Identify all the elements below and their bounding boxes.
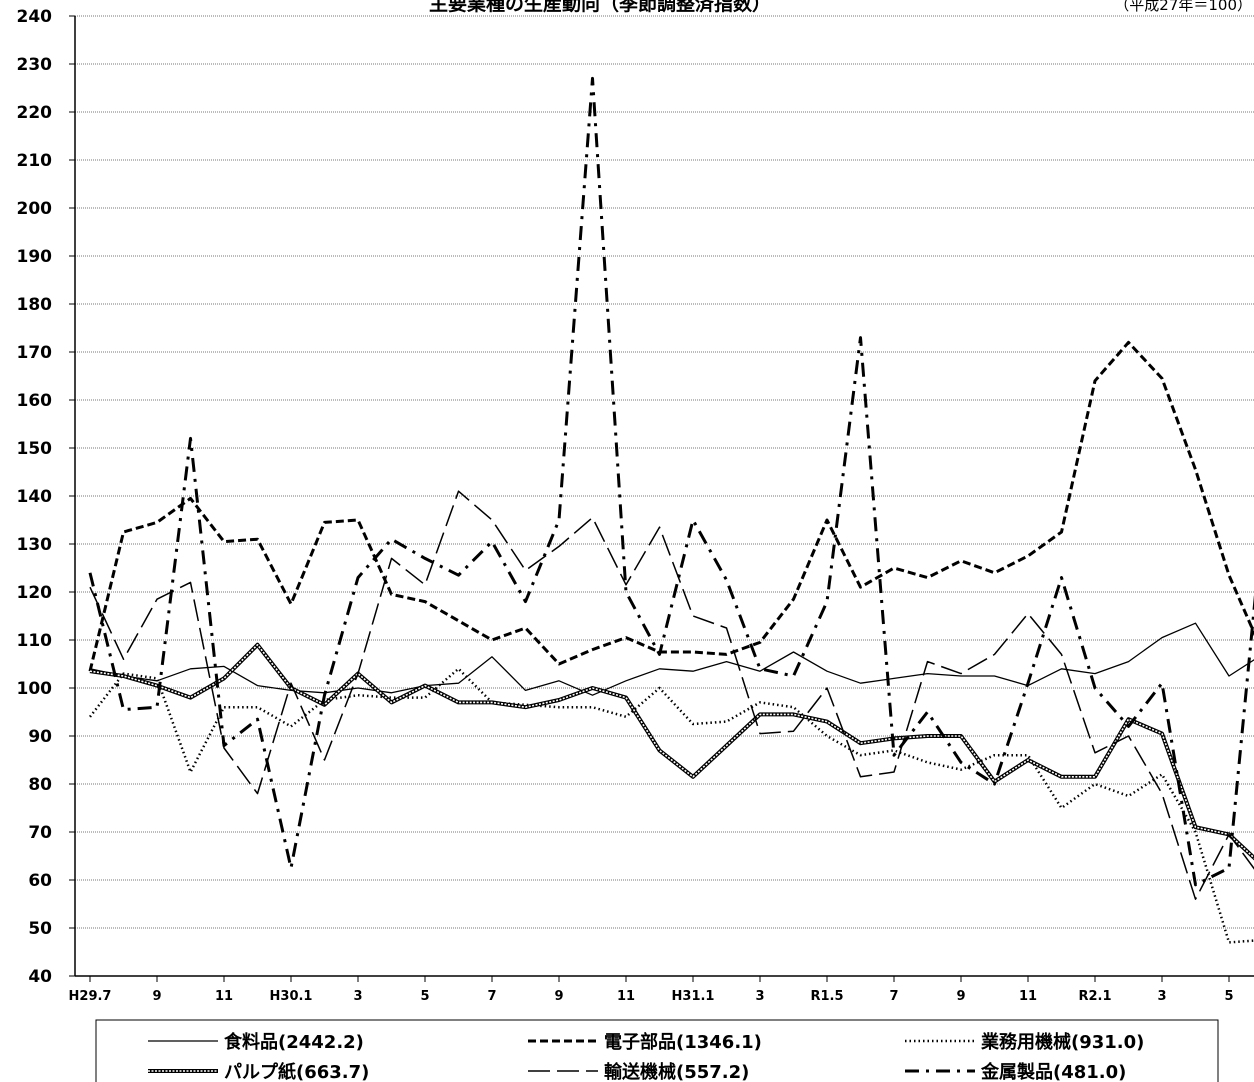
x-tick-label: R1.5 [810, 989, 843, 1004]
y-tick-label: 240 [17, 7, 53, 27]
y-tick-label: 230 [17, 55, 53, 75]
y-tick-label: 220 [17, 103, 53, 123]
y-tick-label: 60 [28, 871, 52, 891]
series-line [89, 667, 1254, 944]
x-tick-label: H31.1 [672, 989, 715, 1004]
x-tick-label: 9 [152, 989, 161, 1004]
y-tick-label: 180 [17, 295, 53, 315]
legend-label: パルプ紙(663.7) [224, 1061, 369, 1082]
y-tick-label: 70 [28, 823, 52, 843]
series-line [89, 490, 1254, 900]
y-tick-label: 100 [17, 679, 53, 699]
y-tick-label: 170 [17, 343, 53, 363]
y-tick-label: 200 [17, 199, 53, 219]
x-tick-label: 5 [1224, 989, 1233, 1004]
x-tick-label: 9 [554, 989, 563, 1004]
x-tick-label: 11 [1019, 989, 1037, 1004]
legend-label: 食料品(2442.2) [223, 1031, 364, 1053]
x-tick-label: 3 [755, 989, 764, 1004]
y-axis-ticks: 40 50 60 70 80 90 100 110 120 130 140 150 160 170 180 1… [17, 7, 75, 987]
x-tick-label: 9 [956, 989, 965, 1004]
y-tick-label: 130 [17, 535, 53, 555]
y-tick-label: 90 [28, 727, 52, 747]
series-line [89, 622, 1254, 696]
y-tick-label: 140 [17, 487, 53, 507]
x-tick-label: 3 [1157, 989, 1166, 1004]
series-line [88, 340, 1254, 672]
x-tick-label: H29.7 [69, 989, 112, 1004]
x-tick-label: 11 [215, 989, 233, 1004]
series-lines [88, 76, 1254, 944]
y-tick-label: 80 [28, 775, 52, 795]
x-tick-label: 7 [487, 989, 496, 1004]
x-tick-label: R2.1 [1078, 989, 1111, 1004]
y-tick-label: 120 [17, 583, 53, 603]
y-tick-label: 110 [17, 631, 53, 651]
unit-note: （平成27年＝100） [1114, 0, 1252, 14]
legend-label: 金属製品(481.0) [980, 1061, 1126, 1082]
legend-box [95, 1019, 1219, 1082]
x-tick-label: 11 [617, 989, 635, 1004]
legend-label: 輸送機械(557.2) [604, 1061, 749, 1082]
series-line-inner [89, 643, 1254, 859]
legend-label: 電子部品(1346.1) [604, 1031, 762, 1053]
y-tick-label: 50 [28, 919, 52, 939]
legend-label: 業務用機械(931.0) [980, 1031, 1144, 1053]
y-tick-label: 40 [28, 967, 52, 987]
chart-title: 主要業種の生産動向（季節調整済指数） [429, 0, 771, 15]
x-tick-label: 5 [420, 989, 429, 1004]
y-tick-label: 150 [17, 439, 53, 459]
y-tick-label: 190 [17, 247, 53, 267]
y-tick-label: 160 [17, 391, 53, 411]
x-tick-label: H30.1 [270, 989, 313, 1004]
y-tick-label: 210 [17, 151, 53, 171]
series-line [88, 76, 1254, 887]
x-tick-label: 3 [353, 989, 362, 1004]
legend: 食料品(2442.2) 電子部品(1346.1) 業務用機械(931.0) パルプ紙(… [95, 1019, 1219, 1082]
gridlines [75, 15, 1254, 929]
x-tick-label: 7 [889, 989, 898, 1004]
